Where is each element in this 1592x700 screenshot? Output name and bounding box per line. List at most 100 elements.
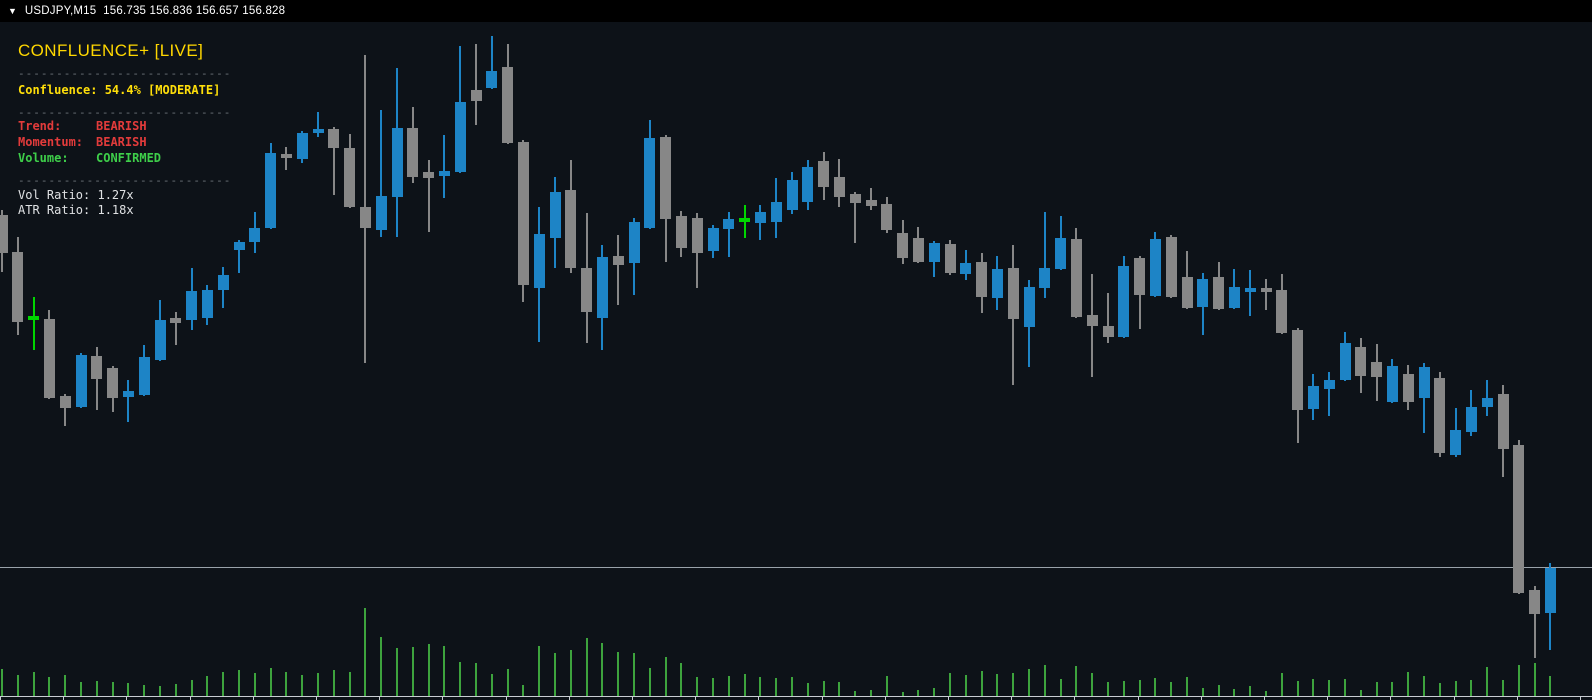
volume-bar xyxy=(1060,679,1062,696)
volume-label: Volume: xyxy=(18,151,69,165)
candle-body xyxy=(455,102,466,172)
volume-bar xyxy=(33,672,35,696)
time-axis-tick xyxy=(1454,696,1455,700)
volume-bar xyxy=(712,678,714,696)
symbol-dropdown-icon[interactable]: ▼ xyxy=(8,5,17,16)
candle-body xyxy=(1434,378,1445,453)
volume-bar xyxy=(996,674,998,696)
candle-body xyxy=(170,318,181,323)
candle-wick xyxy=(238,240,240,273)
time-axis-tick xyxy=(190,696,191,700)
volume-bar xyxy=(1107,682,1109,696)
panel-title: CONFLUENCE+ [LIVE] xyxy=(18,41,204,60)
volume-bar xyxy=(791,677,793,696)
time-axis-tick xyxy=(758,696,759,700)
panel-divider: ---------------------------- xyxy=(18,174,232,187)
volume-bar xyxy=(1281,673,1283,696)
volume-bar xyxy=(1202,688,1204,696)
volume-bar xyxy=(80,682,82,696)
candle-body xyxy=(1197,279,1208,307)
volume-bar xyxy=(902,692,904,696)
volume-bar xyxy=(1218,685,1220,696)
volume-bar xyxy=(459,662,461,696)
candle-wick xyxy=(380,110,382,237)
candle-body xyxy=(534,234,545,288)
candle-body xyxy=(360,207,371,228)
candle-body xyxy=(1387,366,1398,402)
candle-body xyxy=(1071,239,1082,317)
candle-body xyxy=(392,128,403,197)
volume-bar xyxy=(1502,680,1504,696)
momentum-value: BEARISH xyxy=(96,135,147,149)
time-axis-tick xyxy=(1264,696,1265,700)
candle-body xyxy=(1118,266,1129,337)
candle-body xyxy=(313,129,324,133)
candle-wick xyxy=(617,235,619,305)
volume-bar xyxy=(412,647,414,696)
volume-bar xyxy=(586,638,588,696)
volume-bar xyxy=(870,690,872,696)
time-axis-tick xyxy=(1580,696,1581,700)
volume-bar xyxy=(1297,681,1299,696)
time-axis-baseline xyxy=(0,696,1592,697)
volume-bar xyxy=(538,646,540,696)
volume-bar xyxy=(285,672,287,696)
candle-wick xyxy=(1534,586,1536,658)
candle-body xyxy=(992,269,1003,298)
volume-bar xyxy=(254,673,256,696)
candle-body xyxy=(155,320,166,360)
candle-body xyxy=(581,268,592,312)
time-axis-tick xyxy=(126,696,127,700)
volume-bar xyxy=(333,670,335,696)
volume-bar xyxy=(238,670,240,696)
time-axis-tick xyxy=(379,696,380,700)
candle-body xyxy=(787,180,798,210)
candle-body xyxy=(202,290,213,318)
volume-bar xyxy=(301,675,303,696)
volume-bar xyxy=(886,676,888,696)
volume-bar xyxy=(1012,673,1014,696)
candle-body xyxy=(755,212,766,223)
candle-body xyxy=(44,319,55,398)
candle-wick xyxy=(1044,212,1046,298)
candle-body xyxy=(818,161,829,187)
volume-bar xyxy=(1470,680,1472,696)
momentum-row: Momentum: BEARISH xyxy=(18,135,238,149)
volume-bar xyxy=(380,637,382,696)
candle-body xyxy=(1261,288,1272,292)
candle-body xyxy=(945,244,956,273)
candle-wick xyxy=(854,192,856,243)
candle-body xyxy=(1419,367,1430,398)
candle-body xyxy=(613,256,624,265)
candle-body xyxy=(234,242,245,250)
candle-wick xyxy=(870,188,872,210)
trend-row: Trend: BEARISH xyxy=(18,119,238,133)
time-axis-tick xyxy=(695,696,696,700)
volume-row: Volume: CONFIRMED xyxy=(18,151,238,165)
candle-body xyxy=(423,172,434,178)
volume-bar xyxy=(270,668,272,696)
volume-value: CONFIRMED xyxy=(96,151,162,165)
volume-bar xyxy=(1407,672,1409,696)
time-axis-tick xyxy=(822,696,823,700)
volume-bar xyxy=(428,644,430,696)
volume-bar xyxy=(744,674,746,696)
volume-bar xyxy=(554,653,556,696)
volume-bar xyxy=(775,678,777,696)
candle-wick xyxy=(127,380,129,422)
volume-bar xyxy=(1,669,3,696)
candle-body xyxy=(960,263,971,274)
confluence-value: Confluence: 54.4% [MODERATE] xyxy=(18,83,221,97)
volume-bar xyxy=(823,681,825,696)
volume-bar xyxy=(633,653,635,696)
volume-bar xyxy=(933,688,935,696)
time-axis-tick xyxy=(1517,696,1518,700)
candle-body xyxy=(107,368,118,398)
candle-body xyxy=(897,233,908,258)
candle-body xyxy=(1529,590,1540,614)
candle-body xyxy=(139,357,150,395)
candle-body xyxy=(692,218,703,253)
candle-wick xyxy=(1328,372,1330,416)
candle-wick xyxy=(1249,270,1251,316)
